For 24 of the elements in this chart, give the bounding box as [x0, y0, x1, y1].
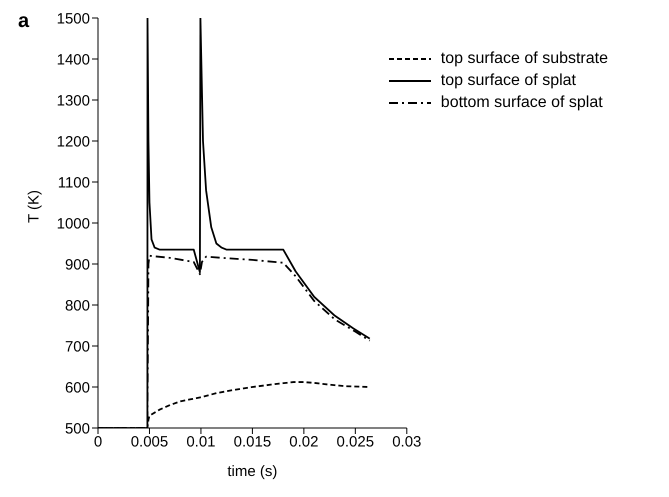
x-tick-label: 0.03 [392, 434, 422, 451]
y-tick-label: 500 [64, 420, 90, 438]
x-tick-label: 0.01 [186, 434, 216, 451]
text: a [18, 10, 30, 33]
y-tick-label: 1100 [58, 174, 90, 192]
y-tick-label: 700 [64, 338, 90, 356]
legend-label: bottom surface of splat [440, 94, 603, 112]
x-tick-label: 0.015 [234, 434, 272, 451]
x-tick-label: 0 [94, 434, 102, 451]
y-tick-label: 1200 [56, 133, 90, 150]
x-tick-label: 0.005 [130, 434, 168, 451]
y-tick-label: 900 [64, 256, 90, 274]
legend-label: top surface of splat [440, 72, 576, 90]
y-tick-label: 800 [64, 297, 90, 314]
legend-label: top surface of substrate [440, 50, 608, 68]
y-tick-label: 1500 [56, 10, 90, 28]
y-tick-label: 600 [64, 379, 90, 396]
y-tick-label: 1300 [56, 92, 90, 110]
x-tick-label: 0.025 [336, 434, 374, 451]
y-tick-label: 1400 [56, 51, 90, 68]
y-axis-title: T (K) [25, 190, 42, 223]
y-tick-label: 1000 [56, 215, 90, 232]
x-axis-title: time (s) [227, 463, 278, 480]
x-tick-label: 0.02 [289, 434, 318, 451]
